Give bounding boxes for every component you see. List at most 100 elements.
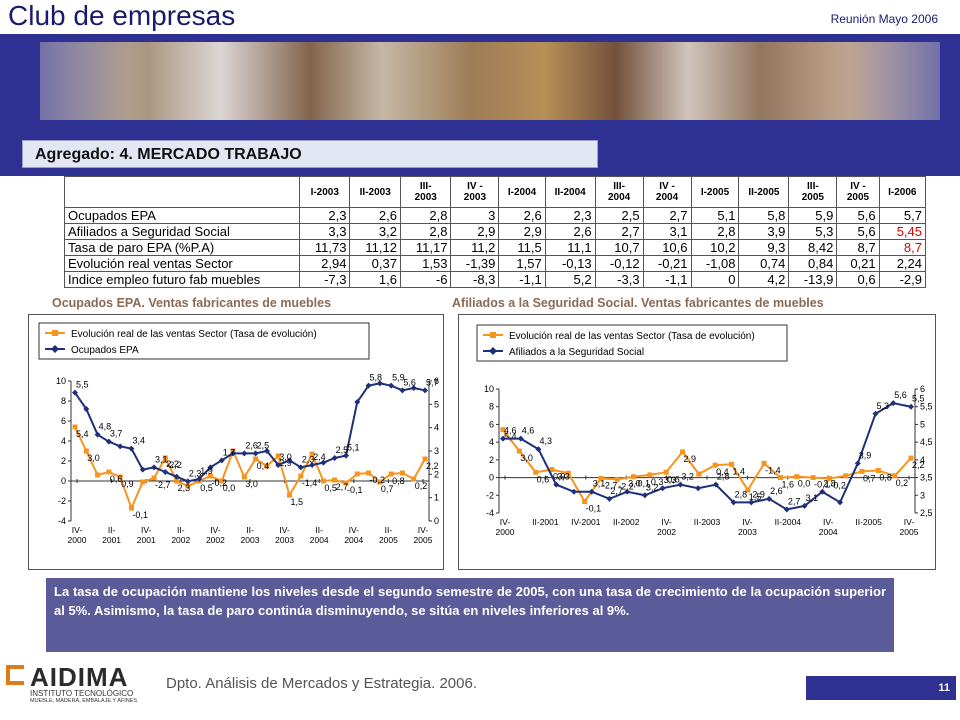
series-marker	[388, 471, 394, 477]
table-cell: 5,6	[836, 207, 880, 224]
series-line	[74, 426, 426, 511]
series-marker	[309, 451, 315, 457]
series-marker	[582, 498, 588, 504]
legend-label: Evolución real de las ventas Sector (Tas…	[509, 331, 755, 342]
series-marker	[748, 499, 755, 506]
chart-title-right: Afiliados a la Seguridad Social. Ventas …	[452, 296, 824, 310]
table-cell: 3,2	[349, 223, 401, 240]
table-cell: 2,6	[544, 223, 596, 240]
y-tick-label-left: 2	[489, 455, 494, 465]
row-label: Ocupados EPA	[64, 207, 300, 224]
x-tick-label: IV-2000	[496, 517, 515, 537]
table-cell: 0	[690, 271, 740, 288]
series-marker	[320, 478, 326, 484]
series-marker	[388, 382, 395, 389]
data-label: -0,2	[370, 475, 386, 485]
table-cell: -13,9	[788, 271, 838, 288]
header-banner	[0, 34, 960, 126]
series-marker	[859, 468, 865, 474]
chart-title-left: Ocupados EPA. Ventas fabricantes de mueb…	[52, 296, 332, 310]
series-marker	[106, 469, 112, 475]
x-tick-label: IV-2002	[206, 525, 225, 545]
series-marker	[641, 492, 648, 499]
y-tick-label-right: 1	[434, 493, 439, 503]
data-label: 2,7	[610, 486, 623, 496]
series-marker	[139, 466, 146, 473]
data-label: 5,1	[347, 443, 360, 453]
series-marker	[287, 492, 293, 498]
data-label: 2,9	[684, 454, 697, 464]
y-tick-label-left: -2	[486, 490, 494, 500]
series-marker	[377, 479, 383, 485]
data-label: 3,7	[110, 429, 123, 439]
table-cell: 0,6	[836, 271, 880, 288]
x-tick-label: IV-2000	[68, 525, 87, 545]
x-tick-label: II-2002	[171, 525, 190, 545]
series-marker	[320, 459, 327, 466]
table-cell: 10,2	[690, 239, 740, 256]
series-marker	[174, 478, 180, 484]
x-tick-label-line: IV-	[661, 517, 672, 527]
data-label: 5,4	[504, 432, 517, 442]
x-tick-label-line: 2005	[414, 535, 433, 545]
series-marker	[196, 476, 203, 482]
series-marker	[533, 469, 539, 475]
data-label: 0,9	[553, 472, 566, 482]
x-tick-label-line: 2000	[496, 527, 515, 537]
table-column-header: IV -2003	[450, 176, 500, 208]
table-cell: 1,57	[498, 255, 546, 272]
x-tick-label-line: II-2005	[855, 517, 882, 527]
data-label: 3,2	[681, 472, 694, 482]
series-marker	[663, 469, 669, 475]
y-tick-label-right: 5,5	[920, 402, 933, 412]
series-marker	[908, 455, 914, 461]
table-cell: 2,94	[298, 255, 351, 272]
series-marker	[309, 462, 316, 468]
y-tick-label-right: 5	[920, 419, 925, 429]
data-label: 3,1	[806, 493, 819, 503]
x-tick-label-line: IV-	[72, 525, 83, 535]
data-label: 0,6	[667, 474, 680, 484]
x-tick-label-line: IV-	[141, 525, 152, 535]
table-cell: 5,45	[878, 223, 927, 240]
table-cell: 2,8	[690, 223, 740, 240]
data-label: 0,5	[324, 483, 337, 493]
x-tick-label-line: IV-	[210, 525, 221, 535]
data-label: 2,5	[336, 445, 349, 455]
series-marker	[342, 452, 349, 459]
data-label: 3,0	[520, 453, 533, 463]
table-cell: -8,3	[450, 271, 500, 288]
series-marker	[819, 488, 826, 495]
x-tick-label: IV-2004	[344, 525, 363, 545]
data-label: 2,8	[717, 472, 730, 482]
series-marker	[83, 448, 89, 454]
x-tick-label-line: IV-	[904, 517, 915, 527]
y-tick-label-right: 4,5	[920, 437, 933, 447]
series-marker	[399, 470, 405, 476]
data-label: 0,9	[121, 479, 134, 489]
series-marker	[241, 474, 247, 480]
table-cell: 2,6	[498, 207, 546, 224]
series-marker	[128, 445, 135, 452]
x-tick-label-line: IV-	[500, 517, 511, 527]
data-label: 3,0	[628, 479, 641, 489]
x-tick-label-line: 2004	[819, 527, 838, 537]
table-cell: 0,74	[738, 255, 790, 272]
x-tick-label-line: II-	[177, 525, 185, 535]
table-cell: -6	[399, 271, 452, 288]
data-label: -0,2	[830, 480, 846, 490]
x-tick-label: IV-2003	[275, 525, 294, 545]
data-label: 2,4	[313, 452, 326, 462]
data-label: 5,8	[370, 373, 383, 383]
data-label: 1,5	[291, 497, 304, 507]
series-marker	[365, 382, 372, 389]
series-marker	[517, 435, 524, 442]
x-tick-label: II-2003	[241, 525, 260, 545]
data-label: 0,8	[879, 472, 892, 482]
row-label: Afiliados a Seguridad Social	[64, 223, 300, 240]
x-tick-label-line: 2002	[206, 535, 225, 545]
x-tick-label: II-2002	[613, 517, 640, 527]
data-label: -2,2	[166, 460, 182, 470]
series-marker	[219, 478, 225, 484]
y-tick-label-left: -2	[58, 496, 66, 506]
